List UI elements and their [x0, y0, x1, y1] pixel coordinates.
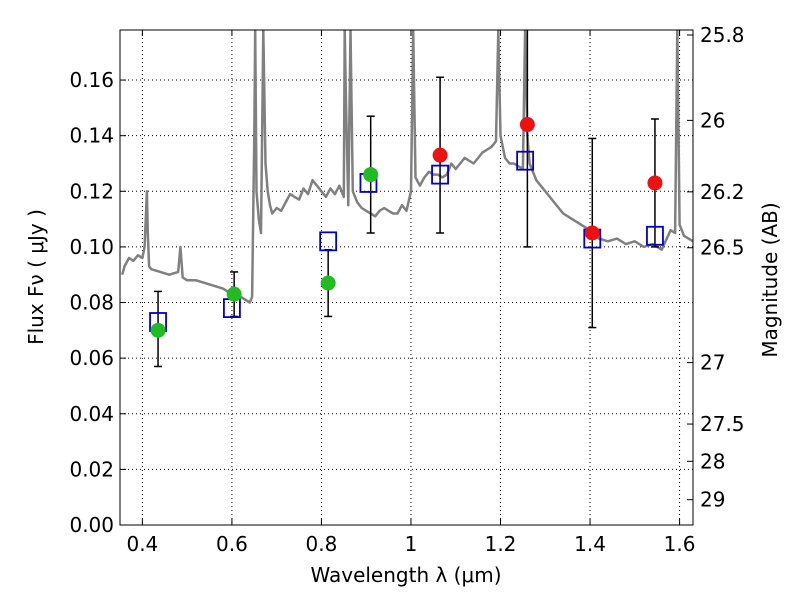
y-tick-label: 0.14 [69, 124, 114, 148]
y-tick-label: 0.00 [69, 513, 114, 537]
y-tick-label: 0.16 [69, 68, 114, 92]
x-axis-title: Wavelength λ (μm) [310, 563, 501, 587]
y-tick-label: 0.06 [69, 346, 114, 370]
y-axis-title: Flux Fν ( μJy ) [24, 209, 48, 345]
right-tick-label: 29 [700, 488, 725, 512]
x-tick-label: 0.6 [216, 532, 248, 556]
right-tick-label: 27 [700, 351, 725, 375]
data-point [363, 167, 379, 183]
model-band-square [516, 150, 535, 171]
right-tick-label: 26 [700, 108, 725, 132]
x-tick-label: 1.6 [664, 532, 696, 556]
data-point [320, 275, 336, 291]
data-point [226, 286, 242, 302]
data-point [432, 147, 448, 163]
y-tick-label: 0.08 [69, 291, 114, 315]
x-tick-label: 0.4 [126, 532, 158, 556]
data-point [519, 117, 535, 133]
right-tick-label: 26.2 [700, 180, 745, 204]
plot-area [120, 30, 693, 368]
axis-ticks: 0.4 0.6 0.8 1 1.2 1.4 1.6 0.00 0.02 0.04 0.06 0.08 0… [69, 23, 744, 556]
y-tick-label: 0.12 [69, 179, 114, 203]
x-tick-label: 0.8 [306, 532, 338, 556]
y-tick-label: 0.02 [69, 457, 114, 481]
data-point [647, 175, 663, 191]
model-spectrum-line [120, 30, 693, 304]
right-axis-title: Magnitude (AB) [758, 202, 782, 357]
data-point [150, 322, 166, 338]
right-tick-label: 27.5 [700, 412, 745, 436]
model-band-square [431, 164, 449, 185]
y-tick-label: 0.04 [69, 402, 114, 426]
model-band-square [646, 225, 664, 246]
right-tick-label: 26.5 [700, 236, 745, 260]
plot-frame [119, 29, 694, 526]
data-point [584, 225, 600, 241]
right-tick-label: 28 [700, 449, 725, 473]
right-tick-label: 25.8 [700, 23, 745, 47]
x-tick-label: 1 [405, 532, 418, 556]
grid-lines [120, 30, 693, 526]
x-tick-label: 1.4 [574, 532, 606, 556]
model-band-square [319, 231, 338, 252]
x-tick-label: 1.2 [485, 532, 517, 556]
y-tick-label: 0.10 [69, 235, 114, 259]
